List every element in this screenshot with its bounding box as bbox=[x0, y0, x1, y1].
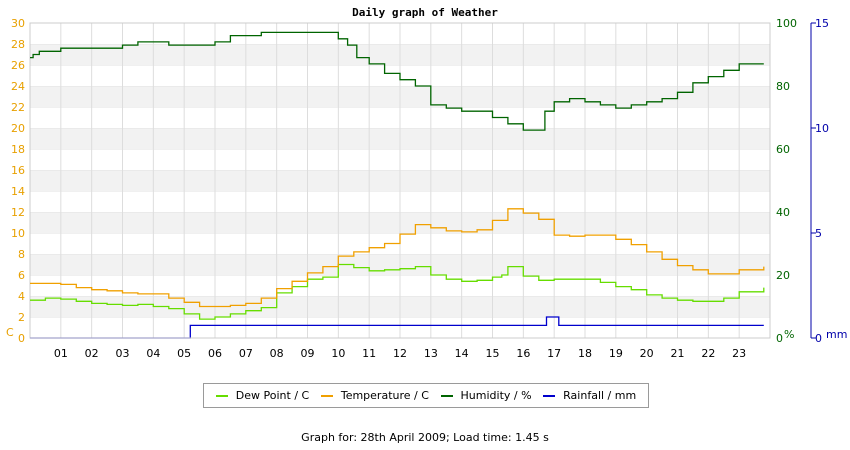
left-tick-label: 28 bbox=[11, 38, 25, 51]
left-tick-label: 4 bbox=[18, 290, 25, 303]
humidity-tick-label: 60 bbox=[776, 143, 790, 156]
x-tick-label: 06 bbox=[208, 347, 222, 360]
legend-label-dew-point: Dew Point / C bbox=[235, 389, 310, 402]
legend-item-rainfall: Rainfall / mm bbox=[543, 389, 636, 402]
left-tick-label: 30 bbox=[11, 17, 25, 30]
left-tick-label: 24 bbox=[11, 80, 25, 93]
x-tick-label: 23 bbox=[732, 347, 746, 360]
humidity-swatch bbox=[440, 394, 453, 397]
series-line-humidity bbox=[30, 31, 764, 131]
x-tick-label: 13 bbox=[424, 347, 438, 360]
chart-legend: Dew Point / C Temperature / C Humidity /… bbox=[203, 383, 649, 408]
legend-label-rainfall: Rainfall / mm bbox=[563, 389, 637, 402]
left-tick-label: 26 bbox=[11, 59, 25, 72]
rainfall-tick-label: 0 bbox=[815, 332, 822, 345]
x-tick-label: 19 bbox=[609, 347, 623, 360]
temperature-swatch bbox=[320, 394, 333, 397]
x-tick-label: 18 bbox=[578, 347, 592, 360]
left-tick-label: 6 bbox=[18, 269, 25, 282]
legend-label-humidity: Humidity / % bbox=[460, 389, 532, 402]
series-line-temperature bbox=[30, 208, 765, 308]
legend-label-temperature: Temperature / C bbox=[340, 389, 429, 402]
x-tick-label: 09 bbox=[301, 347, 315, 360]
right-y-axis-rainfall: 0 5 10 15 bbox=[810, 17, 829, 345]
left-tick-label: 18 bbox=[11, 143, 25, 156]
left-tick-label: 22 bbox=[11, 101, 25, 114]
graph-footer: Graph for: 28th April 2009; Load time: 1… bbox=[301, 431, 549, 444]
x-tick-label: 01 bbox=[54, 347, 68, 360]
x-tick-label: 08 bbox=[270, 347, 284, 360]
rainfall-tick-label: 15 bbox=[815, 17, 829, 30]
x-axis: 01 02 03 04 05 06 07 08 09 10 11 12 13 14 15 16 17 18 19 20… bbox=[54, 347, 746, 360]
humidity-tick-label: 0 bbox=[776, 332, 783, 345]
series-lines bbox=[30, 31, 765, 339]
x-tick-label: 07 bbox=[239, 347, 253, 360]
x-tick-label: 14 bbox=[455, 347, 469, 360]
right-y-axis-humidity: 0 20 40 60 80 100 bbox=[776, 17, 797, 345]
left-tick-label: 20 bbox=[11, 122, 25, 135]
x-tick-label: 16 bbox=[516, 347, 530, 360]
series-line-dew bbox=[30, 263, 765, 320]
left-tick-label: 0 bbox=[18, 332, 25, 345]
humidity-tick-label: 80 bbox=[776, 80, 790, 93]
chart-title: Daily graph of Weather bbox=[352, 6, 498, 19]
humidity-tick-label: 20 bbox=[776, 269, 790, 282]
left-axis-unit: C bbox=[6, 326, 14, 339]
x-tick-label: 20 bbox=[640, 347, 654, 360]
x-tick-label: 22 bbox=[701, 347, 715, 360]
x-tick-label: 15 bbox=[486, 347, 500, 360]
rainfall-tick-label: 5 bbox=[815, 227, 822, 240]
x-tick-label: 04 bbox=[146, 347, 160, 360]
x-tick-label: 10 bbox=[331, 347, 345, 360]
x-tick-label: 17 bbox=[547, 347, 561, 360]
x-tick-label: 02 bbox=[85, 347, 99, 360]
left-tick-label: 2 bbox=[18, 311, 25, 324]
legend-item-dew-point: Dew Point / C bbox=[215, 389, 310, 402]
x-tick-label: 21 bbox=[671, 347, 685, 360]
x-tick-label: 03 bbox=[116, 347, 130, 360]
left-tick-label: 14 bbox=[11, 185, 25, 198]
x-tick-label: 12 bbox=[393, 347, 407, 360]
left-tick-label: 8 bbox=[18, 248, 25, 261]
humidity-axis-unit: % bbox=[784, 328, 794, 341]
x-tick-label: 05 bbox=[177, 347, 191, 360]
legend-item-temperature: Temperature / C bbox=[320, 389, 429, 402]
rainfall-swatch bbox=[543, 394, 556, 397]
humidity-tick-label: 40 bbox=[776, 206, 790, 219]
rainfall-tick-label: 10 bbox=[815, 122, 829, 135]
vertical-gridlines bbox=[60, 23, 740, 338]
left-tick-label: 10 bbox=[11, 227, 25, 240]
x-tick-label: 11 bbox=[362, 347, 376, 360]
left-tick-label: 12 bbox=[11, 206, 25, 219]
dew-point-swatch bbox=[215, 394, 228, 397]
legend-item-humidity: Humidity / % bbox=[440, 389, 532, 402]
humidity-tick-label: 100 bbox=[776, 17, 797, 30]
rainfall-axis-unit: mm bbox=[826, 328, 847, 341]
left-tick-label: 16 bbox=[11, 164, 25, 177]
